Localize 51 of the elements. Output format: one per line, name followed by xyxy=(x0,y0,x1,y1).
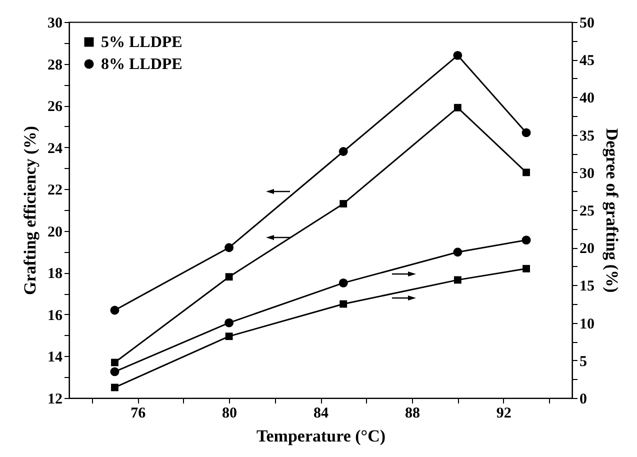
y-tick-label: 22 xyxy=(48,182,62,199)
point xyxy=(111,384,118,392)
point xyxy=(340,200,348,208)
y-tick-label: 26 xyxy=(48,99,63,116)
point xyxy=(454,276,462,284)
point xyxy=(522,236,531,245)
y2-tick-label: 45 xyxy=(580,53,594,70)
y-tick-label: 20 xyxy=(48,224,62,240)
y-tick-label: 16 xyxy=(48,308,63,324)
y2-axis-title: Degree of grafting (%) xyxy=(602,128,622,293)
x-axis-title: Temperature (°C) xyxy=(256,426,386,446)
point xyxy=(224,318,234,328)
y-tick-label: 24 xyxy=(48,140,63,157)
y2-tick-label: 5 xyxy=(580,354,587,370)
y2-tick-label: 10 xyxy=(580,316,594,332)
point xyxy=(110,367,120,376)
y2-tick-label: 20 xyxy=(580,241,594,258)
point xyxy=(224,243,234,252)
legend-label: 5% LLDPE xyxy=(101,34,182,51)
point xyxy=(522,128,531,138)
point xyxy=(522,264,530,272)
point xyxy=(453,50,462,60)
point xyxy=(522,168,530,176)
y2-tick-label: 15 xyxy=(580,278,594,295)
point xyxy=(111,358,118,366)
x-tick-label: 80 xyxy=(222,406,238,422)
y2-tick-label: 25 xyxy=(580,204,594,220)
point xyxy=(338,147,348,156)
y2-tick-label: 40 xyxy=(580,90,594,107)
point xyxy=(454,104,462,112)
point xyxy=(225,332,233,340)
y-tick-label: 12 xyxy=(48,392,62,408)
y2-tick-label: 35 xyxy=(580,128,594,144)
y2-tick-label: 0 xyxy=(580,392,587,408)
point xyxy=(338,278,348,288)
x-tick-label: 84 xyxy=(314,406,329,422)
legend-label: 8% LLDPE xyxy=(101,56,182,73)
x-tick-label: 76 xyxy=(130,406,146,422)
point xyxy=(225,273,233,281)
point xyxy=(340,300,348,308)
y2-tick-label: 50 xyxy=(580,16,594,32)
y-tick-label: 28 xyxy=(48,57,62,74)
y-tick-label: 18 xyxy=(48,266,62,282)
point xyxy=(453,248,462,257)
point xyxy=(110,306,120,315)
x-tick-label: 92 xyxy=(496,406,512,422)
y-axis-title: Grafting efficiency (%) xyxy=(20,126,40,295)
y-tick-label: 30 xyxy=(48,16,62,32)
y-tick-label: 14 xyxy=(48,350,63,366)
y2-tick-label: 30 xyxy=(580,166,594,182)
x-tick-label: 88 xyxy=(404,406,420,422)
